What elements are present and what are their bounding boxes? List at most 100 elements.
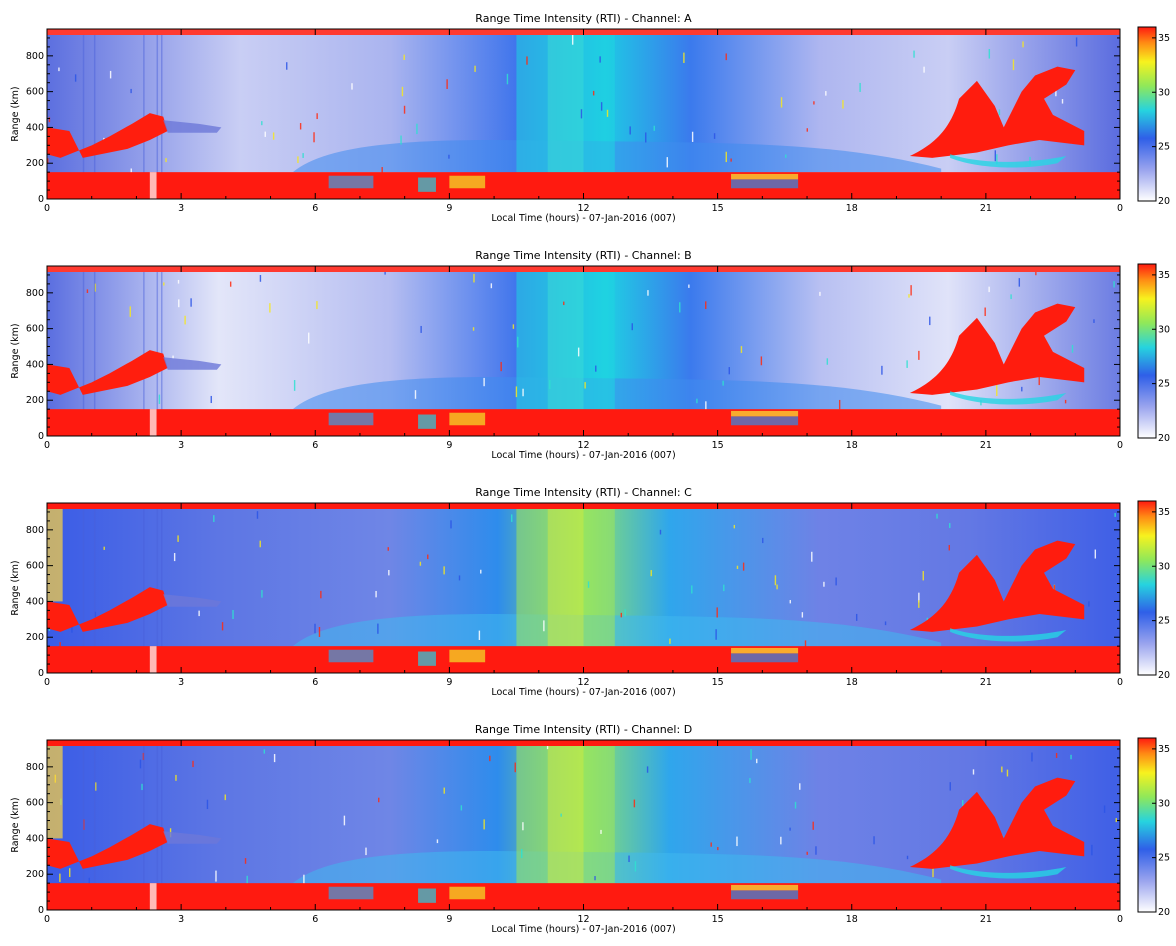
x-tick-label: 0: [44, 203, 50, 214]
heatmap-area: [47, 740, 1120, 910]
evening-echo: [909, 303, 1085, 395]
speckle: [679, 302, 681, 313]
colorbar-scale: [1137, 26, 1157, 202]
speckle: [599, 56, 601, 63]
speckle: [749, 778, 751, 783]
clutter-gap: [149, 883, 157, 910]
x-tick-label: 21: [980, 440, 992, 451]
speckle: [859, 82, 861, 92]
speckle: [1093, 319, 1095, 323]
y-axis-label: Range (km): [10, 560, 21, 615]
speckle: [387, 547, 389, 551]
y-tick-label: 200: [26, 869, 44, 880]
speckle: [806, 851, 808, 855]
speckle: [1031, 752, 1033, 762]
speckle: [375, 590, 377, 598]
speckle: [299, 123, 302, 130]
speckle: [683, 52, 685, 63]
y-tick-label: 200: [26, 158, 44, 169]
x-tick-label: 12: [577, 203, 589, 214]
speckle: [580, 109, 583, 119]
speckle: [691, 131, 694, 142]
speckle: [838, 399, 841, 410]
speckle: [177, 535, 179, 542]
speckle: [742, 562, 745, 571]
rti-panel-c: Range Time Intensity (RTI) - Channel: C 0…: [10, 486, 1170, 698]
speckle: [190, 298, 192, 307]
speckle: [691, 585, 693, 594]
speckle: [1103, 805, 1106, 813]
x-tick-label: 9: [446, 677, 452, 688]
x-tick-label: 0: [1117, 440, 1123, 451]
speckle: [996, 385, 998, 397]
speckle: [910, 285, 912, 296]
colorbar-tick-label: 30: [1158, 798, 1170, 809]
y-tick-label: 400: [26, 596, 44, 607]
colorbar-tick-label: 30: [1158, 324, 1170, 335]
speckle: [815, 846, 817, 855]
evening-echo: [909, 777, 1085, 869]
colorbar-tick-label: 35: [1158, 270, 1170, 281]
morning-echo: [47, 587, 168, 632]
clutter-gap: [449, 886, 486, 900]
speckle: [320, 590, 322, 599]
x-tick-label: 3: [178, 440, 184, 451]
y-axis-label: Range (km): [10, 797, 21, 852]
morning-echo-tail: [163, 594, 222, 607]
speckle: [696, 398, 698, 404]
clutter-gap: [731, 410, 799, 417]
speckle: [1114, 513, 1116, 517]
x-tick-label: 0: [1117, 914, 1123, 925]
chart-title: Range Time Intensity (RTI) - Channel: A: [475, 12, 692, 25]
speckle: [130, 88, 132, 94]
speckle: [158, 394, 161, 405]
colorbar-tick-label: 35: [1158, 507, 1170, 518]
speckle: [59, 873, 61, 882]
speckle: [936, 513, 938, 519]
speckle: [178, 299, 180, 308]
y-tick-label: 0: [38, 431, 44, 442]
chart-title: Range Time Intensity (RTI) - Channel: C: [475, 486, 692, 499]
speckle: [69, 868, 71, 877]
speckle: [522, 822, 524, 831]
speckle: [543, 620, 545, 632]
speckle: [984, 307, 986, 317]
morning-echo: [47, 113, 168, 158]
clutter-gap: [418, 177, 436, 192]
speckle: [826, 358, 829, 365]
speckle: [175, 774, 177, 781]
speckle: [378, 797, 380, 803]
speckle: [1115, 818, 1117, 823]
speckle: [972, 769, 975, 775]
clutter-gap: [731, 653, 799, 663]
speckle: [192, 760, 194, 768]
speckle: [500, 361, 502, 372]
speckle: [728, 367, 730, 375]
speckle: [480, 569, 482, 574]
evening-echo: [909, 66, 1085, 158]
speckle: [419, 561, 422, 566]
speckle: [906, 360, 908, 368]
vertical-streak: [161, 29, 163, 199]
speckle: [103, 546, 105, 550]
evening-echo-edge: [950, 154, 1067, 168]
speckle: [314, 623, 316, 634]
speckle: [259, 275, 262, 282]
speckle: [710, 842, 712, 847]
speckle: [165, 158, 167, 163]
speckle: [514, 762, 516, 773]
speckle: [263, 749, 266, 754]
speckle: [594, 876, 596, 881]
daytime-core: [547, 503, 584, 647]
speckle: [774, 575, 777, 586]
speckle: [713, 133, 716, 139]
x-tick-label: 12: [577, 677, 589, 688]
speckle: [716, 607, 718, 618]
x-tick-label: 0: [44, 677, 50, 688]
speckle: [560, 813, 562, 817]
speckle: [948, 545, 951, 551]
speckle: [490, 283, 493, 289]
heatmap-area: [47, 29, 1120, 199]
morning-echo-tail: [163, 120, 222, 133]
speckle: [659, 529, 662, 535]
